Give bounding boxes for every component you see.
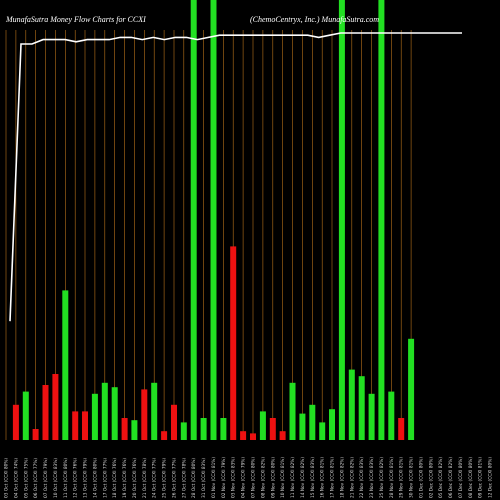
chart-title-left: MunafaSutra Money Flow Charts for CCXI: [5, 15, 146, 24]
bar-28: [279, 431, 286, 440]
x-tick-label: 08 Dec (CCXI 80%): [468, 457, 474, 498]
money-flow-line: [9, 32, 462, 322]
bar-20: [200, 418, 207, 440]
bar-4: [42, 385, 49, 440]
bar-5: [52, 374, 59, 440]
bar-24: [240, 431, 247, 440]
x-tick-label: 11 Nov (CCXI 82%): [290, 457, 296, 498]
x-tick-label: 06 Oct (CCXI 77%): [33, 458, 39, 498]
x-tick-label: 01 Dec (CCXI 80%): [419, 457, 425, 498]
x-tick-label: 03 Nov (CCXI 83%): [231, 457, 237, 498]
bar-6: [62, 290, 69, 440]
x-tick-label: 22 Nov (CCXI 83%): [359, 457, 365, 498]
bar-3: [32, 429, 39, 440]
bar-27: [269, 418, 276, 440]
x-tick-label: 15 Nov (CCXI 83%): [310, 457, 316, 498]
bar-18: [180, 422, 187, 440]
x-tick-label: 01 Nov (CCXI 81%): [211, 457, 217, 498]
bar-25: [250, 433, 256, 440]
bar-8: [82, 411, 88, 440]
x-tick-label: 14 Nov (CCXI 82%): [300, 457, 306, 498]
x-tick-label: 09 Dec (CCXI 81%): [478, 457, 484, 498]
x-tick-label: 28 Oct (CCXI 80%): [191, 458, 197, 498]
x-tick-label: 07 Nov (CCXI 80%): [251, 457, 257, 498]
bar-39: [388, 391, 395, 440]
x-tick-label: 05 Dec (CCXI 82%): [438, 457, 444, 498]
x-tick-label: 09 Nov (CCXI 80%): [270, 457, 276, 498]
x-tick-label: 28 Nov (CCXI 81%): [389, 457, 395, 498]
bar-7: [72, 411, 79, 440]
bar-1: [12, 404, 19, 440]
x-tick-label: 10 Nov (CCXI 81%): [280, 457, 286, 498]
bar-22: [220, 418, 227, 440]
bar-series: [12, 0, 415, 440]
x-tick-label: 25 Oct (CCXI 79%): [162, 458, 168, 498]
bar-11: [111, 387, 118, 440]
bar-37: [368, 393, 375, 440]
x-tick-label: 23 Nov (CCXI 83%): [369, 457, 375, 498]
bar-38: [378, 0, 385, 440]
bar-26: [259, 411, 266, 440]
x-tick-label: 24 Oct (CCXI 77%): [152, 458, 158, 498]
bar-15: [151, 382, 158, 440]
x-tick-label: 19 Oct (CCXI 76%): [122, 458, 128, 498]
x-tick-label: 16 Nov (CCXI 81%): [320, 457, 326, 498]
x-tick-label: 17 Oct (CCXI 77%): [102, 458, 108, 498]
x-tick-label: 06 Dec (CCXI 82%): [448, 457, 454, 498]
x-tick-label: 18 Oct (CCXI 76%): [112, 458, 118, 498]
bar-9: [91, 393, 98, 440]
x-tick-label: 13 Oct (CCXI 79%): [83, 458, 89, 498]
x-tick-labels: 03 Oct (CCXI 80%) 04 Oct (CCXI 74%) 05 Oct…: [4, 457, 494, 498]
bar-36: [358, 376, 365, 440]
x-tick-label: 08 Nov (CCXI 82%): [260, 457, 266, 498]
x-tick-label: 07 Oct (CCXI 79%): [43, 458, 49, 498]
bar-30: [299, 413, 306, 440]
x-tick-label: 31 Oct (CCXI 83%): [201, 458, 207, 498]
bar-31: [309, 404, 316, 440]
x-tick-label: 20 Oct (CCXI 76%): [132, 458, 138, 498]
bar-12: [121, 418, 128, 440]
x-tick-label: 30 Nov (CCXI 81%): [409, 457, 415, 498]
x-tick-label: 25 Nov (CCXI 82%): [379, 457, 385, 498]
bar-35: [348, 369, 355, 440]
money-flow-line-series: [9, 32, 462, 322]
x-tick-label: 11 Oct (CCXI 80%): [63, 458, 69, 498]
x-tick-label: 26 Oct (CCXI 77%): [172, 458, 178, 498]
x-tick-label: 02 Nov (CCXI 79%): [221, 457, 227, 498]
bar-21: [210, 0, 217, 440]
x-tick-label: 10 Oct (CCXI 83%): [53, 458, 59, 498]
x-tick-label: 04 Oct (CCXI 74%): [13, 458, 19, 498]
x-tick-label: 12 Oct (CCXI 76%): [73, 458, 79, 498]
bar-23: [230, 246, 237, 440]
bar-33: [329, 409, 335, 440]
bar-19: [190, 0, 197, 440]
x-tick-label: 12 Dec (CCXI 80%): [488, 457, 494, 498]
x-tick-label: 03 Oct (CCXI 80%): [4, 458, 10, 498]
bar-32: [319, 422, 326, 440]
bar-16: [161, 431, 168, 440]
x-tick-label: 17 Nov (CCXI 81%): [330, 457, 336, 498]
x-tick-label: 18 Nov (CCXI 82%): [339, 457, 345, 498]
bar-2: [22, 391, 29, 440]
x-tick-label: 04 Nov (CCXI 79%): [241, 457, 247, 498]
x-tick-label: 05 Oct (CCXI 75%): [23, 458, 29, 498]
bar-29: [289, 382, 296, 440]
chart-title-right: (ChemoCentryx, Inc.) MunafaSutra.com: [250, 15, 379, 24]
x-tick-label: 21 Oct (CCXI 78%): [142, 458, 148, 498]
x-tick-label: 27 Oct (CCXI 78%): [181, 458, 187, 498]
bar-34: [338, 0, 345, 440]
x-tick-label: 07 Dec (CCXI 80%): [458, 457, 464, 498]
x-tick-label: 21 Nov (CCXI 82%): [349, 457, 355, 498]
bar-17: [171, 404, 177, 440]
x-tick-label: 14 Oct (CCXI 80%): [92, 458, 98, 498]
bar-41: [408, 338, 415, 440]
bar-14: [141, 389, 148, 440]
bar-10: [101, 382, 108, 440]
bar-13: [131, 420, 138, 440]
bar-40: [398, 418, 405, 440]
x-tick-label: 02 Dec (CCXI 80%): [428, 457, 434, 498]
x-tick-label: 29 Nov (CCXI 81%): [399, 457, 405, 498]
